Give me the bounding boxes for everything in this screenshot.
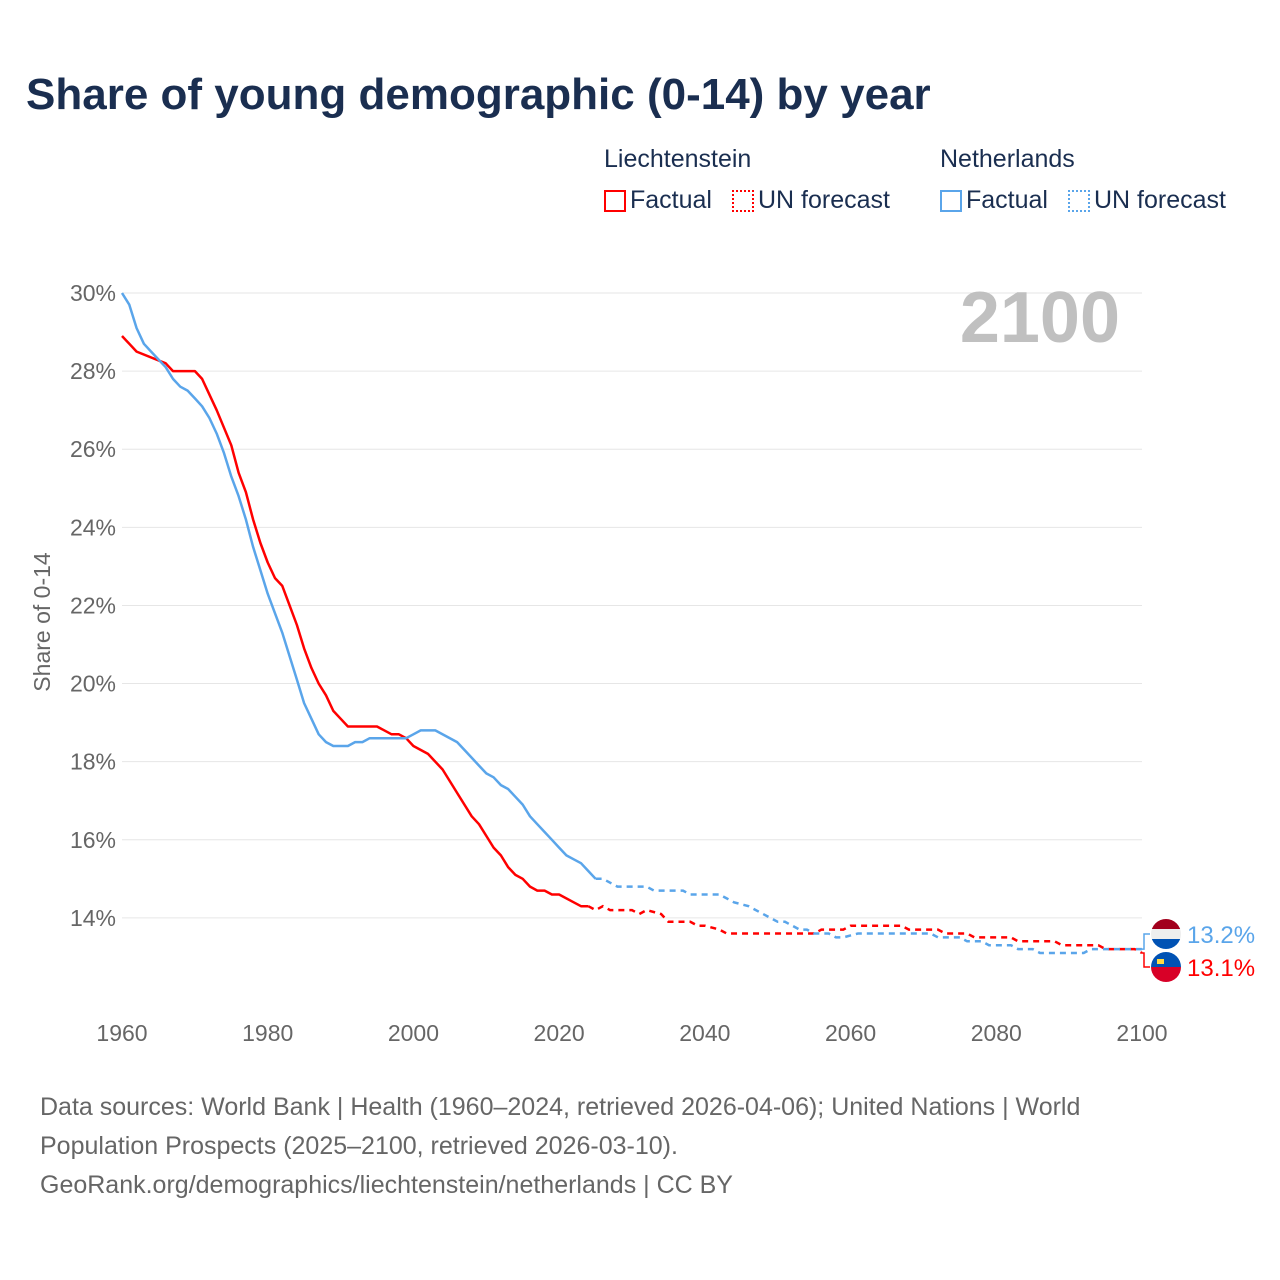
legend-swatch-dotted [1067, 189, 1090, 212]
legend-item-factual[interactable]: Factual [940, 186, 1048, 215]
y-tick-label: 22% [70, 592, 116, 618]
label-connector [1142, 952, 1150, 968]
legend-item-forecast[interactable]: UN forecast [1067, 186, 1226, 215]
legend-swatch-solid [940, 189, 962, 212]
legend-group-label: Netherlands [940, 145, 1075, 173]
footer-sources-cont: Population Prospects (2025–2100, retriev… [40, 1132, 678, 1160]
y-tick-label: 14% [70, 905, 116, 931]
y-tick-label: 16% [70, 827, 116, 853]
end-value-label: 13.2% [1187, 922, 1255, 949]
legend-label: Factual [966, 186, 1048, 214]
x-tick-label: 1960 [96, 1020, 147, 1046]
legend-swatch-dotted [731, 189, 754, 212]
netherlands-forecast-line [595, 877, 1142, 955]
y-tick-label: 18% [70, 749, 116, 775]
x-tick-label: 2000 [388, 1020, 439, 1046]
x-tick-label: 2060 [825, 1020, 876, 1046]
chart-title: Share of young demographic (0-14) by yea… [26, 70, 931, 119]
footer: Data sources: World Bank | Health (1960–… [40, 1088, 1240, 1205]
x-tick-label: 2040 [679, 1020, 730, 1046]
y-tick-label: 28% [70, 358, 116, 384]
netherlands-flag-icon [1151, 919, 1181, 949]
legend-netherlands: Netherlands Factual UN forecast [940, 145, 1240, 215]
y-axis-label: Share of 0-14 [29, 552, 55, 692]
legend-label: UN forecast [1093, 186, 1226, 214]
liechtenstein-factual-line [121, 335, 589, 908]
legend-item-forecast[interactable]: UN forecast [731, 186, 890, 215]
x-tick-label: 2080 [971, 1020, 1022, 1046]
y-tick-label: 24% [70, 514, 116, 540]
footer-link[interactable]: GeoRank.org/demographics/liechtenstein/n… [40, 1171, 733, 1199]
x-tick-label: 2100 [1116, 1020, 1167, 1046]
y-tick-label: 30% [70, 280, 116, 306]
netherlands-factual-line [120, 292, 597, 880]
x-tick-label: 1980 [242, 1020, 293, 1046]
legend-item-factual[interactable]: Factual [604, 186, 712, 215]
end-value-label: 13.1% [1187, 955, 1255, 982]
x-tick-label: 2020 [534, 1020, 585, 1046]
legend-label: UN forecast [757, 186, 890, 214]
legend-swatch-solid [604, 189, 626, 212]
year-indicator: 2100 [960, 278, 1120, 358]
footer-sources: Data sources: World Bank | Health (1960–… [40, 1093, 1081, 1121]
legend-label: Factual [630, 186, 712, 214]
label-connector [1142, 933, 1150, 950]
y-tick-label: 20% [70, 671, 116, 697]
liechtenstein-flag-icon [1151, 952, 1181, 982]
liechtenstein-forecast-line [587, 904, 1143, 955]
legend-liechtenstein: Liechtenstein Factual UN forecast [604, 145, 904, 215]
y-tick-label: 26% [70, 436, 116, 462]
legend-group-label: Liechtenstein [604, 145, 752, 173]
